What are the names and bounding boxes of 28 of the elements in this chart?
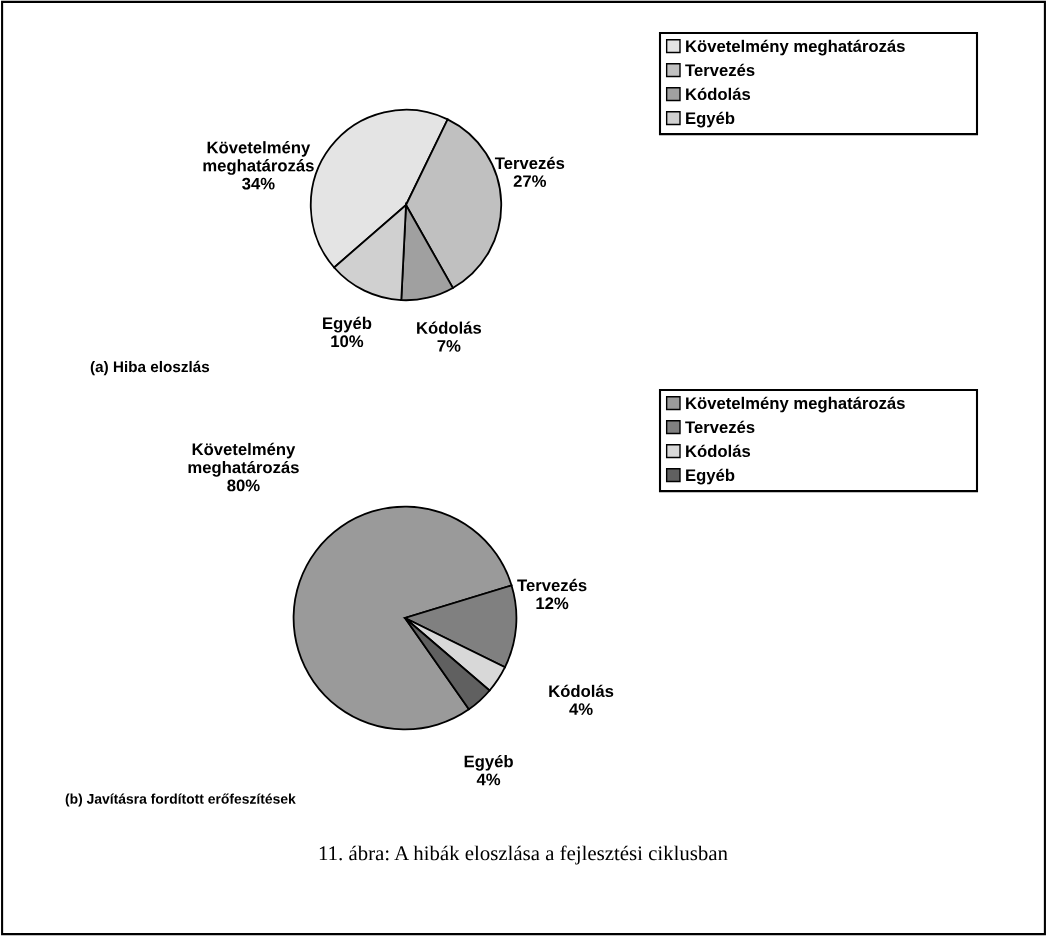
text: 11. ábra: A hibák eloszlása a fejlesztési ciklusban <box>319 845 728 865</box>
data-label: 7% <box>437 340 461 352</box>
legend-label: Tervezés <box>685 63 755 77</box>
legend-label: Követelmény meghatározás <box>686 396 905 413</box>
legend-label: Kódolás <box>686 444 751 458</box>
slice-label: Követelmény meghatározás <box>188 442 299 477</box>
data-label: 4% <box>476 773 501 786</box>
legend-label: Kódolás <box>686 87 751 101</box>
data-label: 4% <box>569 703 593 715</box>
slice-label: Tervezés <box>494 156 565 170</box>
pie-slice <box>292 505 513 731</box>
slice-label: Tervezés <box>517 578 587 592</box>
data-label: 10% <box>331 335 364 348</box>
slice-label: Egyéb <box>464 754 513 771</box>
legend-label: Egyéb <box>686 111 735 128</box>
data-label: 27% <box>513 175 547 187</box>
data-label: 80% <box>227 479 260 492</box>
data-label: 12% <box>536 597 569 610</box>
slice-label: Egyéb <box>323 316 372 333</box>
data-label: 34% <box>242 177 275 190</box>
legend-label: Egyéb <box>686 468 735 485</box>
text: (b) Javításra fordított erőfeszítések <box>65 793 296 807</box>
legend-label: Tervezés <box>685 420 755 434</box>
slice-label: Kódolás <box>417 321 482 334</box>
slice-label: Kódolás <box>549 684 614 698</box>
slice-label: Követelmény meghatározás <box>203 140 314 175</box>
legend-label: Követelmény meghatározás <box>686 39 905 56</box>
text: (a) Hiba eloszlás <box>90 360 210 376</box>
